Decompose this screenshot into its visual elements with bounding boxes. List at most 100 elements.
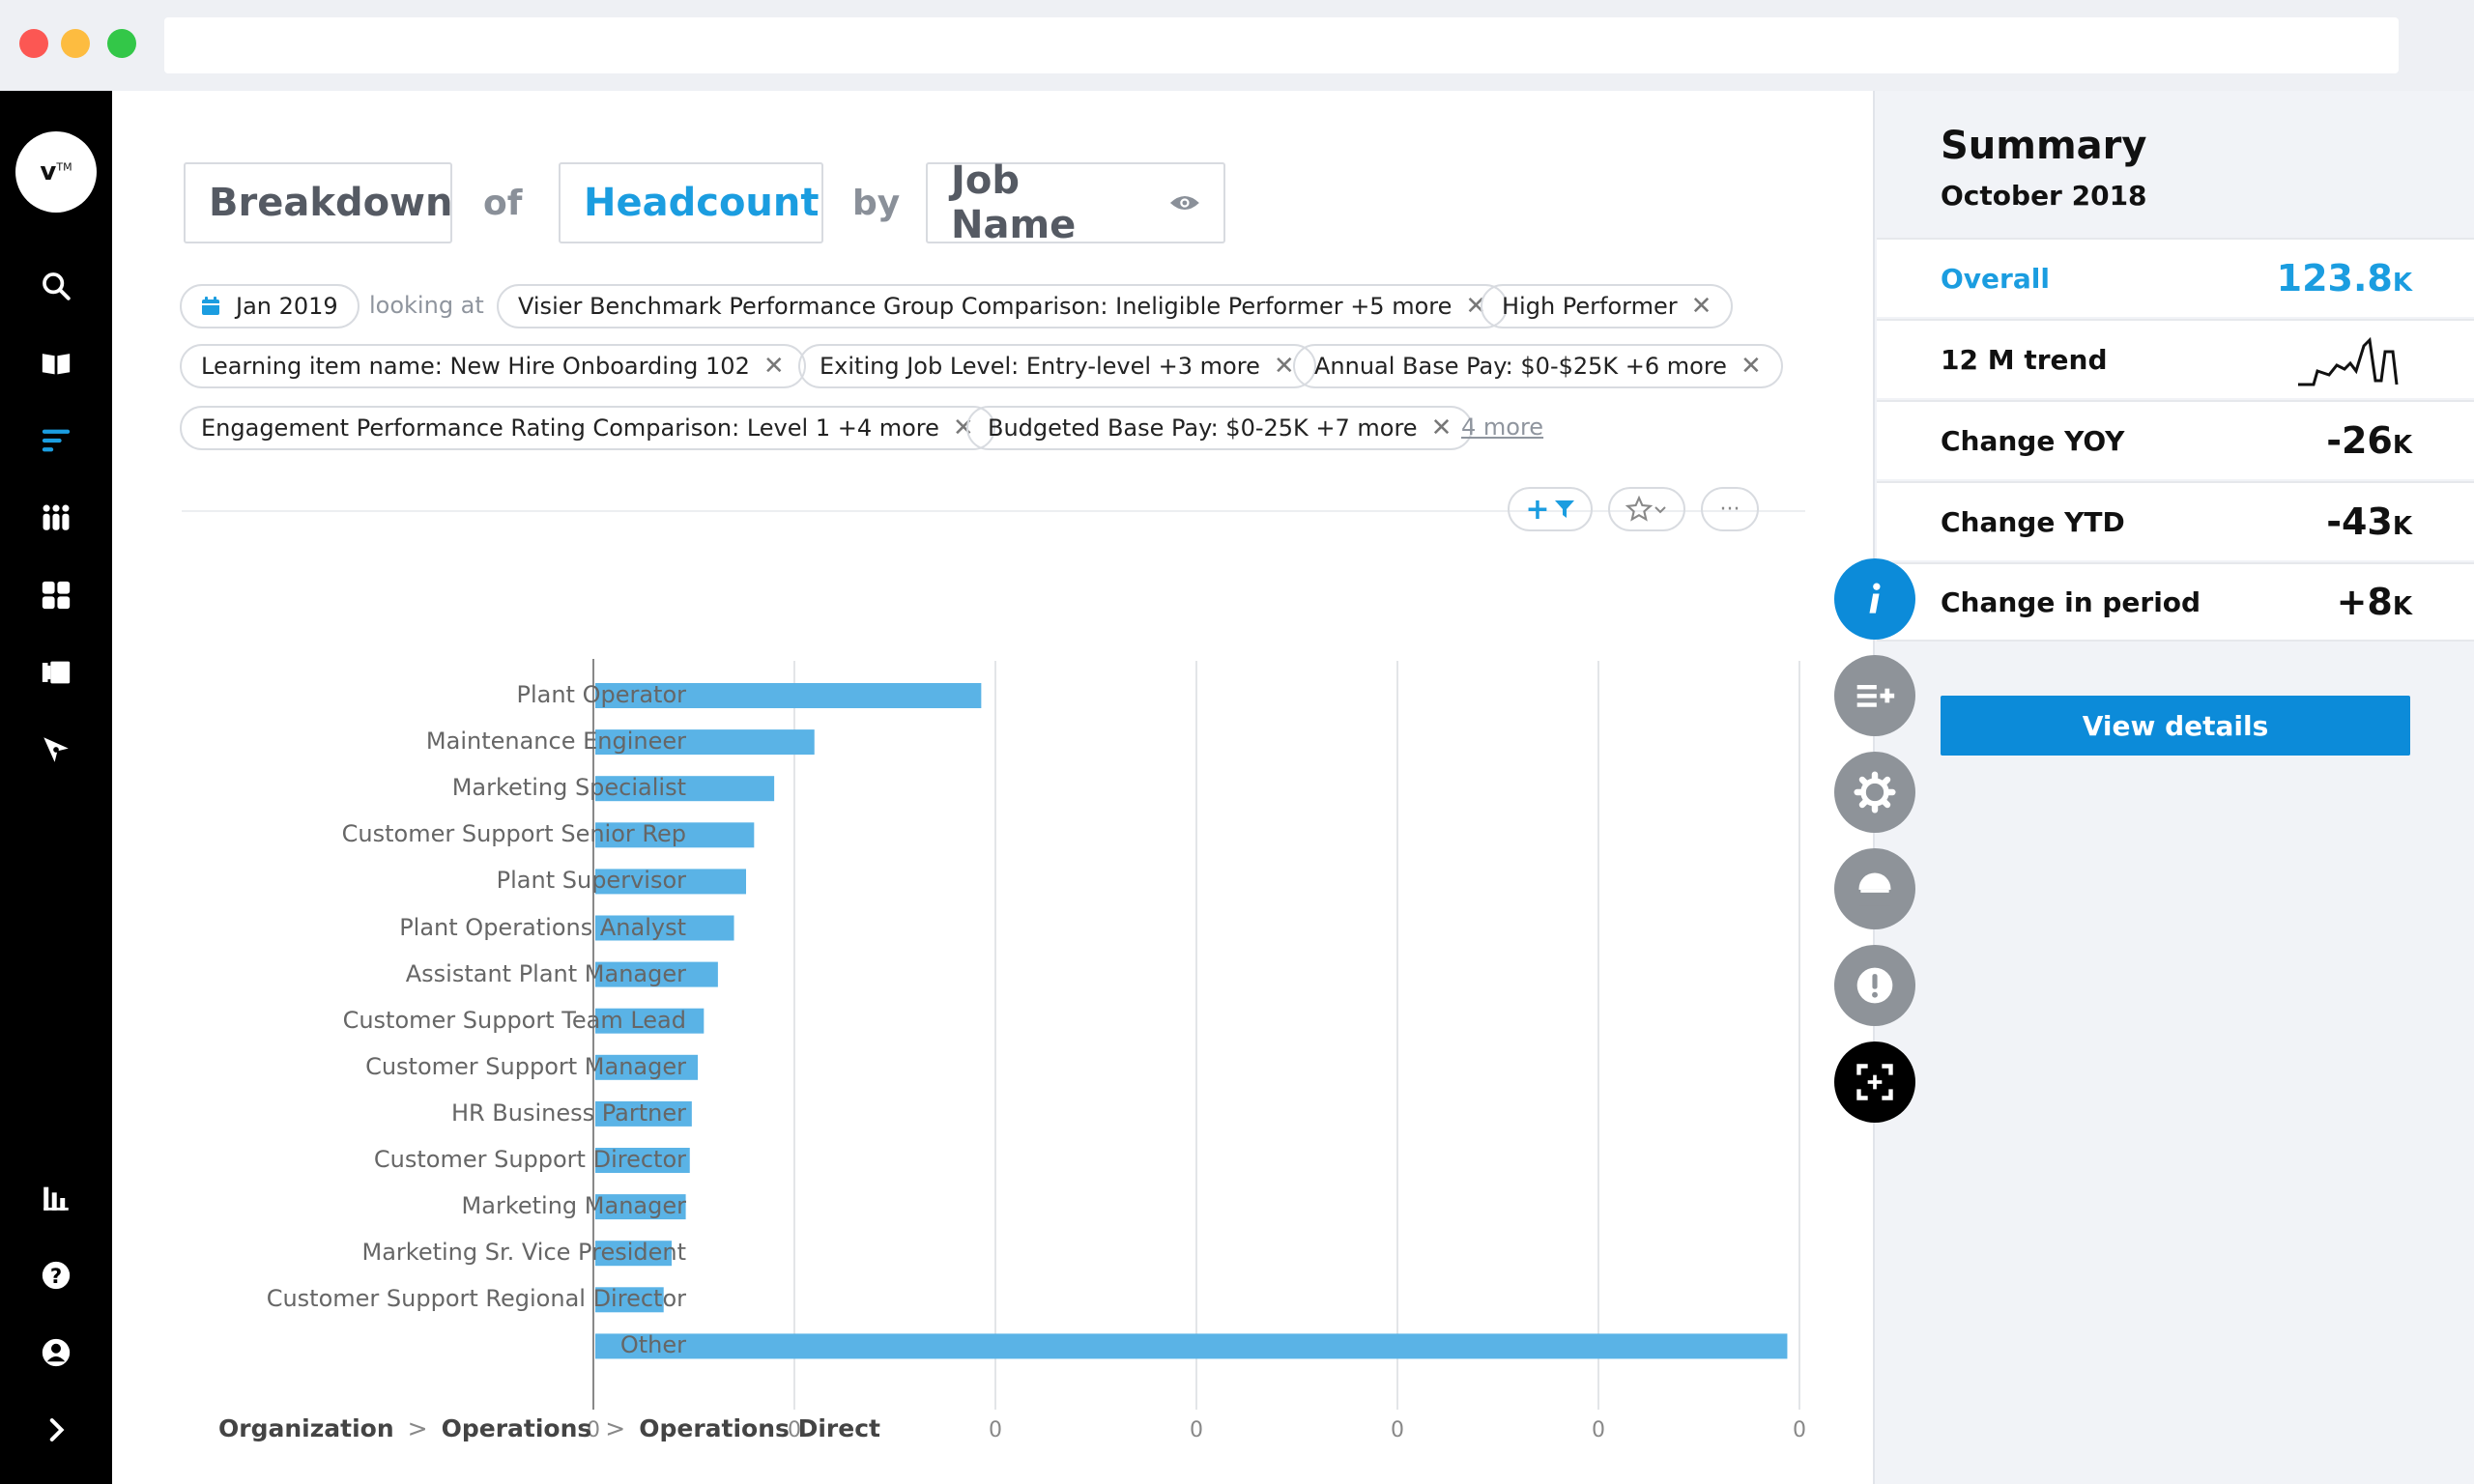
- dashboard-icon[interactable]: [37, 576, 75, 614]
- view-details-button[interactable]: View details: [1941, 696, 2410, 756]
- book-icon[interactable]: [37, 344, 75, 383]
- info-button[interactable]: [1834, 558, 1915, 640]
- expand-nav-icon[interactable]: [37, 1411, 75, 1449]
- filter-chip[interactable]: Visier Benchmark Performance Group Compa…: [497, 284, 1509, 328]
- dimension-label: Job Name: [951, 158, 1077, 247]
- exclamation-icon: [1856, 967, 1893, 1004]
- bar[interactable]: [595, 1054, 699, 1080]
- category-label[interactable]: Plant Operator: [516, 681, 686, 708]
- bar[interactable]: [595, 729, 815, 756]
- favorite-button[interactable]: [1608, 487, 1685, 531]
- minimize-window-button[interactable]: [61, 29, 90, 58]
- bar[interactable]: [595, 683, 982, 708]
- summary-period: October 2018: [1941, 180, 2147, 212]
- change-yoy-row: Change YOY -26K: [1877, 400, 2474, 479]
- help-icon[interactable]: ?: [37, 1256, 75, 1295]
- storyboard-icon[interactable]: [37, 653, 75, 692]
- comparison-button[interactable]: [1834, 848, 1915, 929]
- breadcrumb-item-operations[interactable]: Operations: [441, 1414, 592, 1442]
- breadcrumb-separator: >: [605, 1414, 626, 1442]
- bar[interactable]: [595, 1194, 686, 1220]
- date-chip[interactable]: Jan 2019: [180, 284, 360, 328]
- category-label[interactable]: Customer Support Manager: [365, 1052, 686, 1080]
- maximize-window-button[interactable]: [107, 29, 136, 58]
- breadcrumb-item-operations-direct[interactable]: Operations Direct: [639, 1414, 880, 1442]
- bar[interactable]: [595, 1287, 664, 1313]
- bar[interactable]: [595, 1333, 1788, 1359]
- eye-icon[interactable]: [1169, 192, 1200, 214]
- bar[interactable]: [595, 961, 718, 987]
- filter-icon: [1554, 500, 1574, 518]
- metric-selector[interactable]: Headcount: [559, 162, 823, 243]
- close-icon[interactable]: ✕: [1740, 352, 1762, 381]
- x-tick-label: 0: [1793, 1418, 1806, 1442]
- bar[interactable]: [595, 1008, 705, 1034]
- user-profile-icon[interactable]: [37, 1333, 75, 1372]
- summary-title: Summary: [1941, 124, 2147, 168]
- close-icon[interactable]: ✕: [1273, 352, 1295, 381]
- bar[interactable]: [595, 1148, 690, 1173]
- filter-chip[interactable]: Learning item name: New Hire Onboarding …: [180, 344, 806, 388]
- category-label[interactable]: Marketing Manager: [461, 1192, 686, 1220]
- filter-chip[interactable]: Annual Base Pay: $0-$25K +6 more ✕: [1293, 344, 1783, 388]
- analysis-icon[interactable]: [37, 421, 75, 460]
- people-icon[interactable]: [37, 499, 75, 537]
- category-label[interactable]: Assistant Plant Manager: [405, 959, 686, 987]
- breakdown-selector[interactable]: Breakdown: [184, 162, 452, 243]
- category-label[interactable]: Customer Support Team Lead: [342, 1006, 686, 1034]
- breakdown-label: Breakdown: [209, 181, 453, 225]
- category-label[interactable]: Marketing Sr. Vice President: [361, 1239, 687, 1267]
- overall-row: Overall 123.8K: [1877, 238, 2474, 317]
- close-icon[interactable]: ✕: [762, 352, 785, 381]
- change-ytd-value: -43: [2326, 500, 2393, 543]
- settings-button[interactable]: [1834, 752, 1915, 833]
- breadcrumb-item-organization[interactable]: Organization: [218, 1414, 394, 1442]
- category-label[interactable]: Other: [619, 1331, 686, 1359]
- bar[interactable]: [595, 1241, 673, 1267]
- left-nav: vTM ?: [0, 91, 112, 1484]
- bar-chart-icon[interactable]: [37, 1179, 75, 1217]
- alert-button[interactable]: [1834, 945, 1915, 1026]
- close-icon[interactable]: ✕: [1430, 414, 1453, 442]
- category-label[interactable]: Plant Supervisor: [496, 867, 686, 895]
- overall-unit: K: [2392, 269, 2412, 298]
- more-options-button[interactable]: ···: [1701, 487, 1759, 531]
- bar[interactable]: [595, 869, 746, 895]
- of-label: of: [483, 184, 523, 223]
- change-yoy-unit: K: [2392, 431, 2412, 460]
- list-add-icon: [1856, 685, 1895, 707]
- divider: [182, 510, 1805, 512]
- category-label[interactable]: Customer Support Regional Director: [266, 1285, 686, 1313]
- category-label[interactable]: HR Business Partner: [450, 1099, 686, 1127]
- close-window-button[interactable]: [19, 29, 48, 58]
- add-list-button[interactable]: [1834, 655, 1915, 736]
- app-logo[interactable]: vTM: [15, 131, 97, 213]
- close-icon[interactable]: ✕: [1690, 292, 1712, 321]
- filter-chip[interactable]: High Performer ✕: [1481, 284, 1734, 328]
- bar[interactable]: [595, 822, 755, 848]
- change-in-period-unit: K: [2392, 592, 2412, 621]
- bar[interactable]: [595, 776, 775, 802]
- bar[interactable]: [595, 915, 734, 941]
- category-label[interactable]: Plant Operations Analyst: [399, 913, 686, 941]
- bar[interactable]: [595, 1100, 692, 1127]
- add-filter-button[interactable]: +: [1508, 487, 1593, 531]
- category-label[interactable]: Marketing Specialist: [451, 774, 686, 802]
- category-label[interactable]: Maintenance Engineer: [425, 728, 686, 756]
- filter-chip[interactable]: Engagement Performance Rating Comparison…: [180, 406, 995, 450]
- search-icon[interactable]: [37, 267, 75, 305]
- address-bar[interactable]: [164, 17, 2399, 73]
- more-filters-link[interactable]: 4 more: [1461, 414, 1544, 441]
- category-label[interactable]: Customer Support Director: [373, 1146, 686, 1173]
- filter-chip-label: Exiting Job Level: Entry-level +3 more: [820, 353, 1260, 380]
- filter-chip[interactable]: Budgeted Base Pay: $0-25K +7 more ✕: [966, 406, 1474, 450]
- compass-icon[interactable]: [37, 730, 75, 769]
- category-label[interactable]: Customer Support Senior Rep: [341, 820, 686, 848]
- filter-chip[interactable]: Exiting Job Level: Entry-level +3 more ✕: [798, 344, 1316, 388]
- change-ytd-label: Change YTD: [1941, 505, 2125, 538]
- change-yoy-value: -26: [2326, 419, 2393, 462]
- filter-chip-label: Annual Base Pay: $0-$25K +6 more: [1314, 353, 1727, 380]
- focus-button[interactable]: [1834, 1042, 1915, 1123]
- dimension-selector[interactable]: Job Name: [926, 158, 1225, 247]
- plus-icon: +: [1525, 492, 1550, 527]
